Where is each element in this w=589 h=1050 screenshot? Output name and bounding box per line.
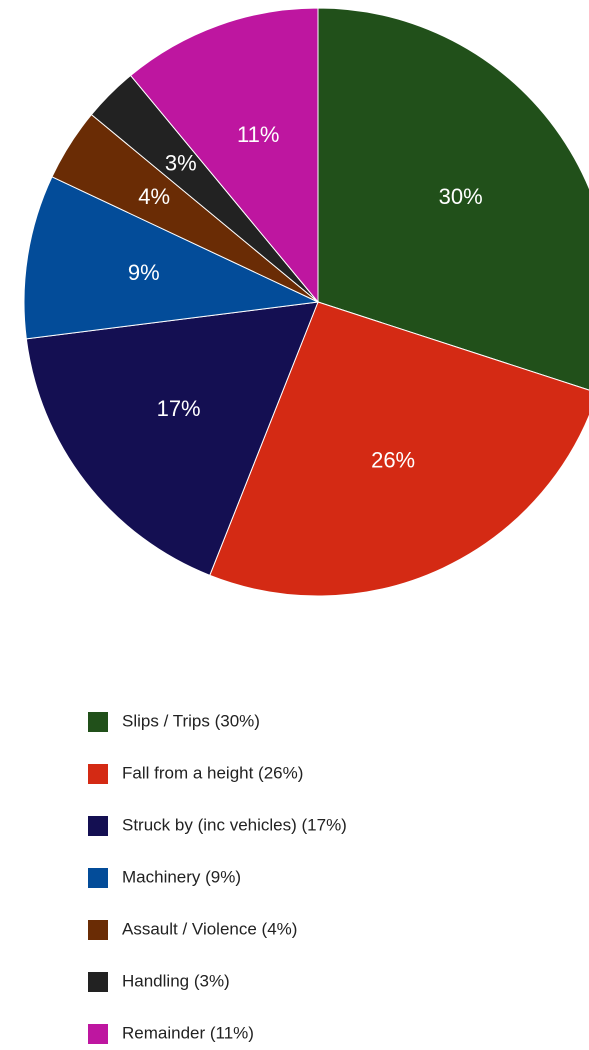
legend-label: Handling (3%) — [122, 971, 230, 990]
data-label: 26% — [371, 447, 415, 472]
legend-label: Slips / Trips (30%) — [122, 711, 260, 730]
legend-label: Assault / Violence (4%) — [122, 919, 297, 938]
legend-swatch — [88, 1024, 108, 1044]
pie-slice — [129, 7, 319, 304]
pie-slice — [209, 301, 589, 597]
data-label: 11% — [237, 122, 279, 147]
legend-swatch — [88, 712, 108, 732]
legend-swatch — [88, 972, 108, 992]
legend-label: Machinery (9%) — [122, 867, 241, 886]
data-label: 4% — [138, 184, 170, 209]
pie-slice — [23, 176, 320, 340]
legend-label: Struck by (inc vehicles) (17%) — [122, 815, 347, 834]
data-label: 17% — [157, 396, 201, 421]
legend-label: Remainder (11%) — [122, 1023, 254, 1042]
data-label: 30% — [439, 184, 483, 209]
legend-swatch — [88, 816, 108, 836]
legend-swatch — [88, 920, 108, 940]
legend-swatch — [88, 868, 108, 888]
pie-slice — [25, 301, 319, 577]
data-label: 9% — [128, 260, 160, 285]
pie-slice — [317, 7, 589, 391]
data-label: 3% — [165, 151, 197, 176]
legend-swatch — [88, 764, 108, 784]
legend-label: Fall from a height (26%) — [122, 763, 303, 782]
